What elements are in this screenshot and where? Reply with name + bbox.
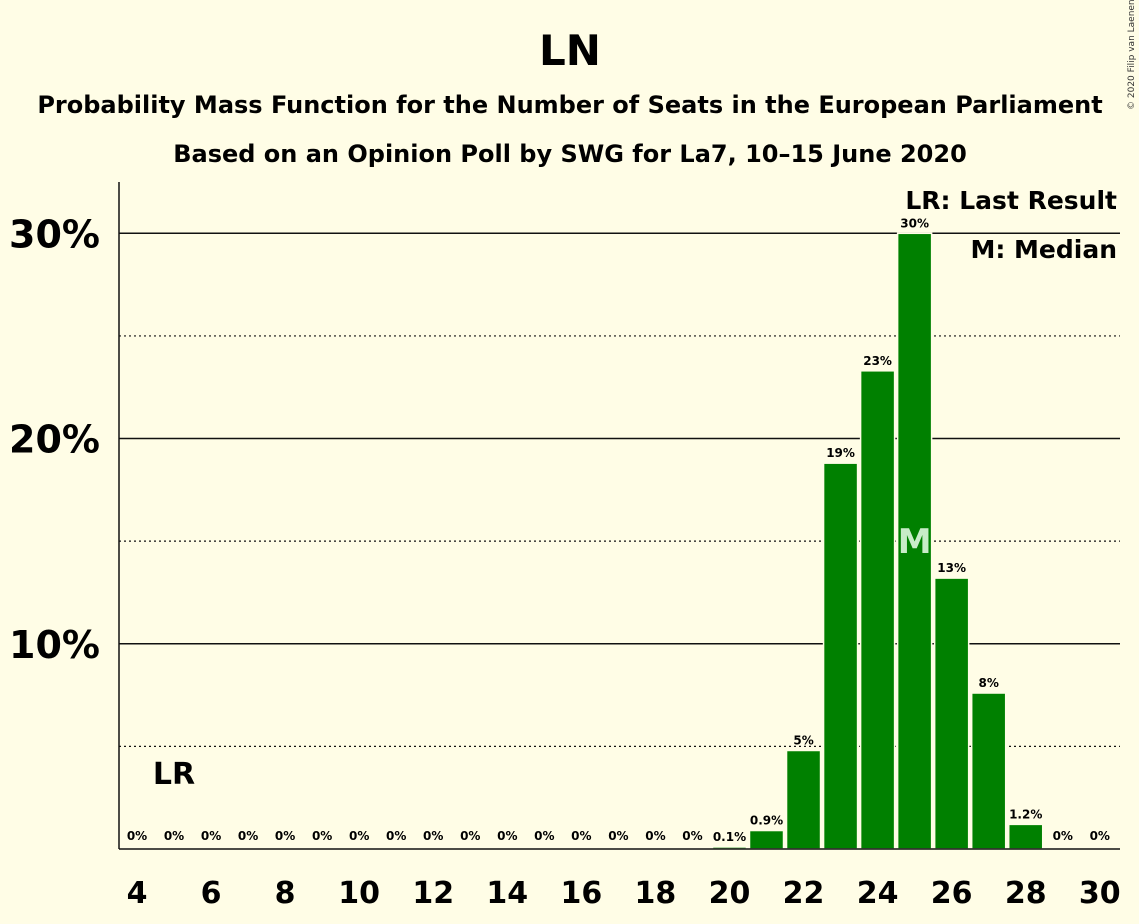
data-label: 23% — [863, 354, 892, 368]
x-tick-labels: 4 6 8 10 12 14 16 18 20 22 24 26 28 30 — [127, 876, 1121, 911]
data-label: 0% — [682, 829, 702, 843]
median-marker: M — [898, 522, 932, 562]
legend-last-result: LR: Last Result — [905, 186, 1117, 215]
data-label: 0% — [497, 829, 517, 843]
data-label: 0% — [534, 829, 554, 843]
chart-title: LN — [539, 26, 601, 75]
data-label: 1.2% — [1009, 807, 1042, 821]
y-tick-label: 10% — [9, 623, 100, 667]
y-tick-label: 20% — [9, 418, 100, 462]
x-tick-label: 20 — [709, 876, 751, 911]
data-label: 0.9% — [750, 814, 783, 828]
last-result-marker: LR — [153, 757, 195, 792]
x-tick-label: 6 — [201, 876, 222, 911]
credit-text: © 2020 Filip van Laenen — [1127, 0, 1137, 110]
x-tick-label: 24 — [857, 876, 899, 911]
chart-subtitle-2: Based on an Opinion Poll by SWG for La7,… — [173, 140, 967, 168]
bar — [970, 692, 1007, 850]
data-label: 0% — [1053, 829, 1073, 843]
bar — [859, 370, 896, 850]
x-tick-label: 18 — [635, 876, 677, 911]
data-label: 0% — [1090, 829, 1110, 843]
legend-median: M: Median — [970, 235, 1117, 264]
bar — [822, 462, 859, 850]
data-label: 0% — [201, 829, 221, 843]
bar — [748, 829, 785, 850]
data-label: 0% — [164, 829, 184, 843]
data-label: 0% — [275, 829, 295, 843]
data-label: 19% — [826, 446, 855, 460]
bar — [933, 577, 970, 850]
data-label: 5% — [793, 733, 813, 747]
data-label: 0% — [349, 829, 369, 843]
x-tick-label: 22 — [783, 876, 825, 911]
data-label: 0% — [460, 829, 480, 843]
data-label: 13% — [937, 561, 966, 575]
bar — [896, 232, 933, 850]
bars-layer — [711, 232, 1044, 850]
bar — [785, 749, 822, 850]
data-label: 0% — [386, 829, 406, 843]
data-label: 0% — [645, 829, 665, 843]
data-label: 0% — [312, 829, 332, 843]
x-tick-label: 16 — [560, 876, 602, 911]
data-label: 0% — [423, 829, 443, 843]
x-tick-label: 8 — [275, 876, 296, 911]
y-tick-labels: 10% 20% 30% — [9, 212, 100, 666]
data-label: 0% — [238, 829, 258, 843]
data-label: 8% — [979, 676, 999, 690]
data-label: 0.1% — [713, 830, 746, 844]
data-label: 0% — [608, 829, 628, 843]
bar — [1007, 823, 1044, 850]
chart-subtitle: Probability Mass Function for the Number… — [37, 91, 1102, 119]
x-tick-label: 14 — [486, 876, 528, 911]
y-tick-label: 30% — [9, 212, 100, 256]
x-tick-label: 26 — [931, 876, 973, 911]
x-tick-label: 12 — [412, 876, 454, 911]
grid-layer — [119, 232, 1120, 747]
x-tick-label: 28 — [1005, 876, 1047, 911]
data-label: 30% — [900, 216, 929, 230]
x-tick-label: 30 — [1079, 876, 1121, 911]
x-tick-label: 10 — [338, 876, 380, 911]
data-labels-layer: 0% 0% 0% 0% 0% 0% 0% 0% 0% 0% 0% 0% 0% 0% 0% 0% 0.1% 0.9%… — [127, 216, 1110, 844]
data-label: 0% — [571, 829, 591, 843]
data-label: 0% — [127, 829, 147, 843]
x-tick-label: 4 — [127, 876, 148, 911]
